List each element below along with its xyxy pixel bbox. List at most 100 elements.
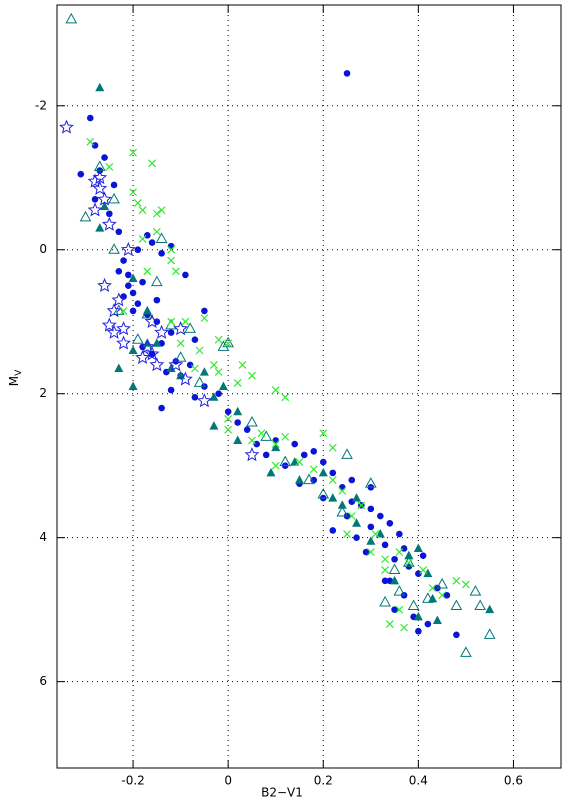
point: [110, 181, 118, 189]
point: [300, 451, 308, 459]
point: [196, 393, 212, 408]
point: [364, 477, 377, 488]
point: [143, 267, 152, 276]
point: [266, 467, 276, 477]
point: [138, 235, 147, 243]
point: [432, 615, 442, 624]
point: [129, 188, 137, 197]
point: [419, 566, 428, 574]
y-tick-label: 2: [39, 386, 47, 400]
point: [157, 206, 166, 215]
point: [233, 406, 243, 416]
point: [379, 595, 391, 607]
point: [101, 216, 117, 231]
x-tick-label: -0.2: [121, 774, 144, 788]
point: [171, 267, 180, 276]
point: [139, 339, 155, 354]
point: [152, 209, 161, 218]
point: [413, 611, 423, 621]
point: [95, 82, 105, 92]
point: [201, 307, 208, 315]
point: [317, 487, 330, 499]
point: [381, 577, 389, 585]
point: [415, 627, 422, 635]
point: [91, 196, 99, 203]
point: [419, 552, 427, 559]
point: [395, 548, 404, 556]
y-axis-label-main: MV: [7, 369, 24, 386]
point: [182, 271, 189, 279]
point: [150, 275, 163, 287]
point: [329, 527, 337, 534]
point: [174, 351, 187, 362]
point: [158, 404, 165, 412]
point: [246, 415, 258, 427]
y-tick-label: 4: [39, 530, 47, 544]
point: [404, 550, 414, 560]
point: [362, 548, 370, 556]
point: [190, 364, 199, 373]
point: [328, 443, 337, 452]
point: [474, 599, 487, 611]
point: [120, 257, 127, 264]
y-axis-label: MV: [7, 369, 24, 386]
point: [111, 292, 127, 307]
point: [452, 576, 461, 585]
point: [279, 455, 292, 467]
point: [271, 442, 281, 452]
point: [167, 317, 176, 326]
point: [309, 465, 318, 474]
point: [262, 451, 270, 459]
point: [393, 585, 406, 596]
point: [167, 386, 175, 394]
point: [167, 242, 175, 250]
point: [116, 321, 131, 336]
plot-frame: [56, 4, 562, 769]
point: [168, 357, 184, 372]
point: [209, 360, 218, 369]
point: [424, 620, 432, 628]
point: [209, 421, 219, 430]
point: [329, 469, 337, 477]
point: [352, 493, 362, 502]
point: [106, 324, 122, 339]
point: [167, 245, 176, 254]
point: [352, 518, 362, 527]
point: [422, 592, 434, 603]
point: [328, 476, 337, 484]
point: [436, 577, 448, 589]
point: [191, 336, 199, 344]
point: [95, 223, 105, 232]
point: [347, 512, 356, 520]
point: [144, 346, 160, 361]
point: [353, 534, 360, 541]
point: [336, 505, 349, 517]
point: [310, 476, 318, 484]
point: [253, 440, 260, 448]
point: [381, 555, 389, 564]
point: [238, 360, 247, 369]
y-tick-label: 6: [39, 674, 47, 688]
point: [438, 591, 447, 600]
point: [338, 486, 347, 495]
point: [100, 201, 110, 211]
point: [177, 371, 193, 386]
point: [154, 324, 170, 339]
point: [341, 448, 353, 459]
point: [453, 631, 460, 639]
point: [139, 278, 146, 286]
point: [294, 475, 304, 484]
x-axis-label: B2−V1: [261, 786, 303, 800]
point: [400, 545, 408, 552]
point: [443, 591, 451, 599]
point: [65, 12, 78, 24]
point: [148, 350, 156, 358]
point: [469, 585, 482, 596]
point: [193, 376, 206, 387]
point: [381, 541, 389, 549]
point: [328, 493, 338, 502]
point: [371, 530, 380, 538]
point: [366, 548, 375, 556]
point: [391, 606, 398, 613]
point: [200, 314, 209, 323]
